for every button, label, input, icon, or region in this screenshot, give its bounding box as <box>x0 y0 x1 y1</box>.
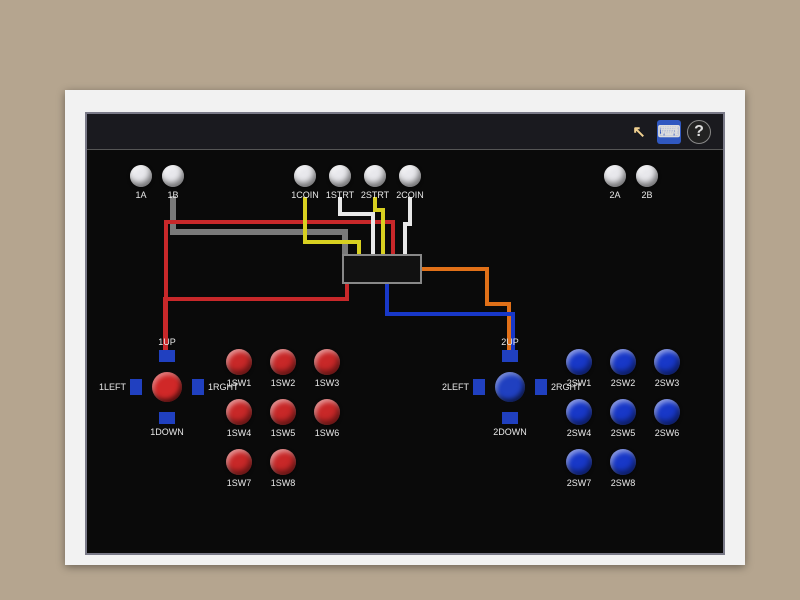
action-button[interactable] <box>270 399 296 425</box>
action-button-label: 2SW6 <box>647 428 687 438</box>
action-button-label: 1SW5 <box>263 428 303 438</box>
action-button[interactable] <box>566 449 592 475</box>
button-label: 2STRT <box>355 190 395 200</box>
joy-label-left: 2LEFT <box>442 382 469 392</box>
joy-arrow-down <box>502 412 518 424</box>
action-button-label: 2SW3 <box>647 378 687 388</box>
button-label: 1B <box>153 190 193 200</box>
button-2b[interactable] <box>636 165 658 187</box>
control-panel: ↖ ⌨ ? 1A1B1COIN1STRT2STRT2COIN2A2B 1UP1D… <box>85 112 725 555</box>
action-button-label: 1SW3 <box>307 378 347 388</box>
action-button[interactable] <box>610 349 636 375</box>
joy-label-down: 1DOWN <box>150 427 184 437</box>
action-button-label: 2SW2 <box>603 378 643 388</box>
action-button[interactable] <box>566 349 592 375</box>
joy-arrow-right <box>192 379 204 395</box>
action-button[interactable] <box>226 349 252 375</box>
action-button[interactable] <box>654 349 680 375</box>
wire <box>173 199 345 254</box>
action-button[interactable] <box>270 449 296 475</box>
action-button-label: 2SW1 <box>559 378 599 388</box>
button-label: 1COIN <box>285 190 325 200</box>
action-button-label: 1SW7 <box>219 478 259 488</box>
action-button-label: 1SW8 <box>263 478 303 488</box>
joy-arrow-up <box>159 350 175 362</box>
joy-arrow-down <box>159 412 175 424</box>
button-1strt[interactable] <box>329 165 351 187</box>
action-button-label: 2SW7 <box>559 478 599 488</box>
button-label: 2B <box>627 190 667 200</box>
action-button-label: 2SW8 <box>603 478 643 488</box>
joystick-joy2[interactable] <box>475 352 545 422</box>
action-button[interactable] <box>610 399 636 425</box>
button-label: 2COIN <box>390 190 430 200</box>
button-label: 1STRT <box>320 190 360 200</box>
joy-arrow-left <box>473 379 485 395</box>
wire <box>422 269 509 354</box>
action-button-label: 1SW2 <box>263 378 303 388</box>
controller-chip <box>342 254 422 284</box>
joy-arrow-left <box>130 379 142 395</box>
action-button[interactable] <box>610 449 636 475</box>
joy-label-up: 1UP <box>158 337 176 347</box>
action-button[interactable] <box>226 449 252 475</box>
button-2strt[interactable] <box>364 165 386 187</box>
joy-arrow-up <box>502 350 518 362</box>
wire <box>165 284 347 354</box>
joy-ball <box>152 372 182 402</box>
button-2a[interactable] <box>604 165 626 187</box>
action-button[interactable] <box>226 399 252 425</box>
wire <box>375 199 383 254</box>
wire <box>305 199 359 254</box>
action-button-label: 2SW4 <box>559 428 599 438</box>
action-button[interactable] <box>566 399 592 425</box>
joy-ball <box>495 372 525 402</box>
joy-label-down: 2DOWN <box>493 427 527 437</box>
button-1a[interactable] <box>130 165 152 187</box>
joy-arrow-right <box>535 379 547 395</box>
wire <box>387 284 513 354</box>
action-button-label: 2SW5 <box>603 428 643 438</box>
paper-sheet: ↖ ⌨ ? 1A1B1COIN1STRT2STRT2COIN2A2B 1UP1D… <box>65 90 745 565</box>
button-2coin[interactable] <box>399 165 421 187</box>
action-button[interactable] <box>314 399 340 425</box>
action-button[interactable] <box>314 349 340 375</box>
action-button-label: 1SW1 <box>219 378 259 388</box>
wire <box>405 199 410 254</box>
button-1b[interactable] <box>162 165 184 187</box>
action-button-label: 1SW6 <box>307 428 347 438</box>
action-button-label: 1SW4 <box>219 428 259 438</box>
joystick-joy1[interactable] <box>132 352 202 422</box>
button-1coin[interactable] <box>294 165 316 187</box>
action-button[interactable] <box>270 349 296 375</box>
joy-label-up: 2UP <box>501 337 519 347</box>
joy-label-left: 1LEFT <box>99 382 126 392</box>
action-button[interactable] <box>654 399 680 425</box>
